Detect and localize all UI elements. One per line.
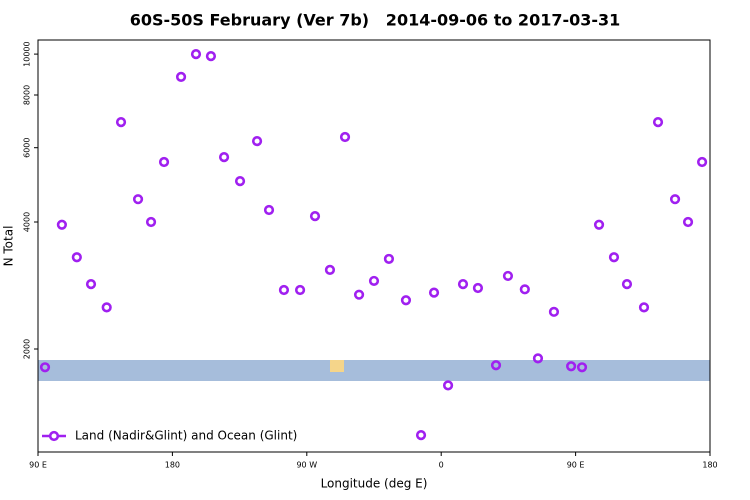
point	[383, 253, 395, 265]
point	[132, 194, 144, 205]
point	[608, 252, 620, 263]
point	[669, 194, 681, 205]
point	[457, 279, 469, 290]
point	[294, 284, 306, 296]
point	[696, 156, 708, 168]
point	[638, 302, 650, 313]
y-tick-label: 10000	[23, 41, 32, 66]
point	[472, 282, 484, 294]
point	[490, 360, 502, 371]
point	[218, 151, 230, 163]
point	[324, 264, 336, 275]
point	[205, 51, 217, 62]
point	[682, 216, 694, 228]
point	[652, 116, 664, 128]
x-axis-label: Longitude (deg E)	[321, 477, 428, 491]
y-tick-label: 8000	[23, 85, 32, 105]
land-feature	[330, 360, 344, 372]
point	[115, 116, 127, 128]
point	[190, 49, 202, 60]
x-tick-label: 180	[702, 461, 717, 470]
y-tick-label: 6000	[23, 138, 32, 158]
x-tick-label: 0	[439, 461, 444, 470]
point	[56, 219, 67, 230]
point	[71, 252, 82, 263]
point	[101, 302, 112, 313]
map-strip	[38, 360, 710, 381]
point	[85, 279, 97, 290]
point	[519, 284, 530, 295]
point	[145, 216, 157, 228]
point	[263, 204, 275, 216]
point	[621, 279, 633, 290]
point	[593, 219, 605, 230]
point	[415, 430, 427, 441]
x-tick-label: 90 E	[29, 461, 47, 470]
legend-marker	[48, 430, 60, 442]
y-tick-label: 4000	[23, 212, 32, 232]
chart-title: 60S-50S February (Ver 7b) 2014-09-06 to …	[130, 11, 621, 30]
point	[428, 287, 440, 298]
point	[532, 353, 544, 364]
x-tick-label: 180	[165, 461, 180, 470]
point	[353, 289, 365, 300]
point	[234, 176, 246, 187]
plot-frame	[37, 39, 711, 453]
point	[566, 361, 577, 372]
x-tick-label: 90 E	[567, 461, 585, 470]
point	[251, 136, 263, 147]
point	[400, 295, 412, 306]
point	[175, 71, 187, 83]
point	[278, 284, 290, 296]
legend-label: Land (Nadir&Glint) and Ocean (Glint)	[75, 429, 297, 443]
point	[502, 270, 514, 282]
x-tick-label: 90 W	[296, 461, 317, 470]
point	[576, 362, 588, 373]
point	[442, 380, 454, 391]
point	[548, 306, 560, 317]
point	[339, 131, 351, 143]
point	[39, 362, 51, 373]
y-tick-label: 2000	[23, 339, 32, 359]
point	[368, 275, 380, 287]
y-axis-label: N Total	[2, 226, 16, 267]
point	[309, 211, 321, 222]
point	[158, 156, 170, 168]
